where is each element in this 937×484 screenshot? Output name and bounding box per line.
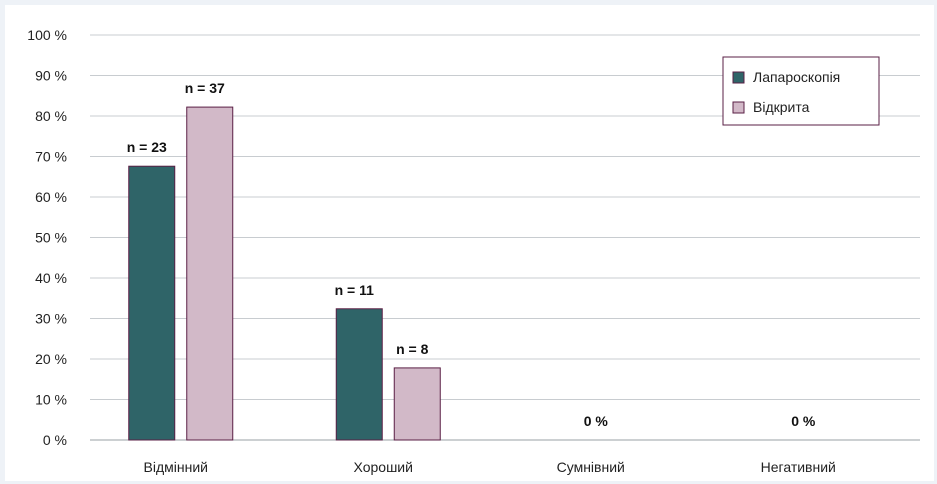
y-tick-label: 0 % bbox=[43, 432, 67, 448]
chart-card: 0 % 10 % 20 % 30 % 40 % 50 % 60 % 70 % 80 % 90 % 1… bbox=[5, 5, 934, 481]
data-label: 0 % bbox=[584, 413, 609, 429]
x-category-label: Хороший bbox=[354, 459, 413, 475]
y-tick-label: 10 % bbox=[35, 392, 67, 408]
data-label: n = 37 bbox=[185, 80, 225, 96]
legend-label: Відкрита bbox=[753, 99, 810, 115]
y-tick-label: 30 % bbox=[35, 311, 67, 327]
data-label: n = 23 bbox=[127, 139, 167, 155]
x-category-label: Негативний bbox=[761, 459, 836, 475]
y-tick-label: 80 % bbox=[35, 108, 67, 124]
x-category-label: Відмінний bbox=[144, 459, 208, 475]
y-tick-label: 60 % bbox=[35, 189, 67, 205]
y-tick-label: 20 % bbox=[35, 351, 67, 367]
data-label: n = 11 bbox=[335, 282, 375, 298]
y-tick-label: 70 % bbox=[35, 149, 67, 165]
data-label: n = 8 bbox=[396, 341, 429, 357]
x-category-label: Сумнівний bbox=[557, 459, 625, 475]
bar-series-2 bbox=[393, 367, 441, 441]
y-tick-label: 90 % bbox=[35, 68, 67, 84]
bar-series-1 bbox=[335, 308, 383, 441]
bar-series-2 bbox=[186, 106, 234, 441]
legend-box bbox=[722, 56, 880, 126]
y-tick-label: 100 % bbox=[27, 27, 67, 43]
legend-swatch bbox=[732, 71, 745, 84]
y-tick-label: 40 % bbox=[35, 270, 67, 286]
data-label: 0 % bbox=[791, 413, 816, 429]
bar-series-1 bbox=[128, 165, 176, 441]
bar-chart: 0 % 10 % 20 % 30 % 40 % 50 % 60 % 70 % 80 % 90 % 1… bbox=[27, 27, 920, 475]
y-tick-label: 50 % bbox=[35, 230, 67, 246]
legend-label: Лапароскопія bbox=[753, 69, 840, 85]
legend-swatch bbox=[732, 101, 745, 114]
